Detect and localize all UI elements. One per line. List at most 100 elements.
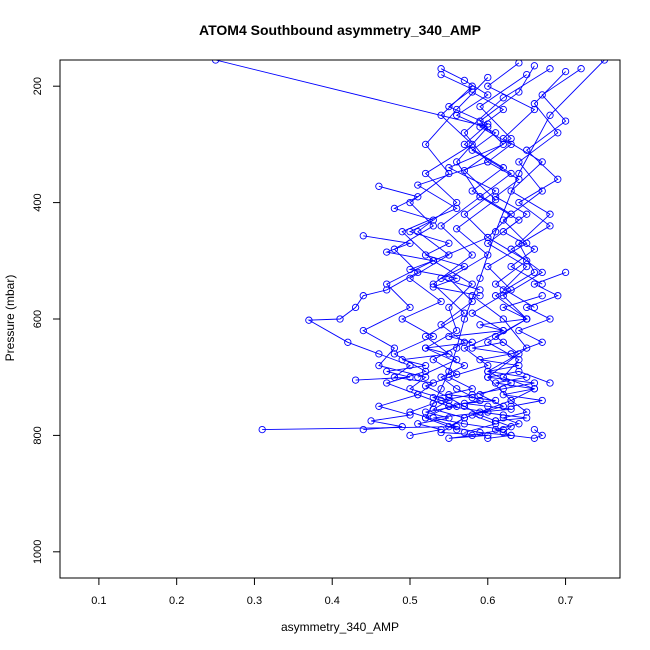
chart-title: ATOM4 Southbound asymmetry_340_AMP bbox=[199, 22, 481, 38]
data-point bbox=[523, 408, 531, 416]
data-point bbox=[523, 303, 531, 312]
data-point bbox=[491, 425, 500, 434]
data-point bbox=[453, 111, 461, 119]
series-16 bbox=[375, 182, 484, 294]
data-point bbox=[336, 315, 344, 323]
data-point bbox=[507, 405, 515, 413]
series-line bbox=[472, 341, 543, 407]
data-point bbox=[499, 391, 507, 399]
data-point bbox=[476, 123, 484, 131]
data-point bbox=[515, 60, 523, 67]
data-point bbox=[499, 338, 507, 346]
data-point bbox=[499, 385, 507, 393]
data-point bbox=[460, 210, 469, 218]
series-line bbox=[471, 91, 543, 285]
data-point bbox=[421, 344, 430, 352]
data-point bbox=[507, 396, 515, 405]
data-point bbox=[445, 367, 453, 376]
data-point bbox=[515, 420, 523, 428]
data-point bbox=[468, 140, 476, 149]
data-point bbox=[499, 326, 507, 335]
x-tick-label: 0.5 bbox=[402, 595, 417, 607]
data-point bbox=[523, 344, 531, 352]
series-19 bbox=[468, 338, 546, 410]
data-point bbox=[499, 105, 507, 114]
data-point bbox=[476, 391, 484, 399]
data-point bbox=[305, 316, 313, 324]
data-point bbox=[484, 367, 492, 376]
data-point bbox=[484, 434, 492, 442]
data-point bbox=[414, 268, 422, 277]
data-point bbox=[445, 393, 453, 402]
series-line bbox=[440, 74, 535, 308]
data-point bbox=[530, 385, 539, 393]
data-point bbox=[390, 245, 399, 253]
data-point bbox=[437, 425, 445, 434]
series-18 bbox=[507, 268, 570, 358]
data-point bbox=[530, 434, 539, 442]
data-point bbox=[538, 91, 546, 99]
series-15 bbox=[468, 88, 546, 288]
data-point bbox=[367, 417, 375, 425]
data-point bbox=[460, 420, 469, 428]
data-point bbox=[453, 274, 461, 282]
series-9 bbox=[211, 60, 492, 381]
series-line bbox=[355, 295, 543, 381]
data-point bbox=[468, 338, 476, 346]
plot-frame bbox=[59, 59, 621, 579]
data-point bbox=[406, 228, 414, 236]
data-point bbox=[437, 111, 445, 119]
data-point bbox=[546, 222, 554, 230]
data-point bbox=[561, 117, 570, 125]
data-point bbox=[499, 411, 507, 419]
data-point bbox=[460, 315, 469, 323]
data-point bbox=[491, 193, 500, 201]
data-point bbox=[507, 431, 515, 440]
data-point bbox=[406, 303, 414, 312]
data-point bbox=[530, 268, 539, 277]
data-point bbox=[515, 216, 523, 224]
data-point bbox=[538, 292, 546, 300]
axes: 0.1 0.2 0.3 0.4 0.5 0.6 0.7 200 400 600 800 1000 bbox=[32, 77, 573, 607]
x-axis-label: asymmetry_340_AMP bbox=[281, 620, 399, 634]
data-point bbox=[523, 257, 531, 265]
data-point bbox=[484, 431, 492, 440]
data-point bbox=[476, 408, 484, 416]
data-point bbox=[476, 428, 484, 437]
data-point bbox=[491, 187, 500, 195]
x-tick-label: 0.2 bbox=[169, 595, 184, 607]
data-point bbox=[445, 373, 453, 381]
data-point bbox=[375, 350, 383, 358]
data-point bbox=[414, 181, 422, 189]
data-point bbox=[507, 187, 515, 195]
data-point bbox=[530, 280, 539, 288]
data-point bbox=[468, 393, 476, 402]
data-point bbox=[460, 129, 469, 137]
data-point bbox=[476, 292, 484, 300]
data-point bbox=[453, 402, 461, 410]
data-point bbox=[476, 286, 484, 294]
data-point bbox=[484, 262, 492, 271]
data-point bbox=[468, 251, 476, 259]
data-point bbox=[515, 356, 523, 364]
data-point bbox=[429, 216, 437, 224]
data-point bbox=[507, 262, 515, 271]
data-point bbox=[484, 82, 492, 90]
data-point bbox=[538, 268, 546, 277]
data-point bbox=[429, 356, 437, 364]
data-point bbox=[484, 158, 492, 166]
series-line bbox=[215, 60, 489, 378]
data-point bbox=[491, 332, 500, 341]
y-tick-label: 400 bbox=[32, 193, 44, 211]
data-point bbox=[429, 257, 437, 265]
data-point bbox=[445, 303, 453, 312]
data-point bbox=[383, 367, 391, 376]
data-point bbox=[468, 385, 476, 393]
data-point bbox=[390, 204, 399, 213]
data-point bbox=[406, 431, 414, 440]
data-point bbox=[375, 361, 383, 370]
data-point bbox=[359, 292, 367, 300]
data-point bbox=[484, 373, 492, 381]
series-12 bbox=[351, 292, 546, 384]
data-point bbox=[445, 164, 453, 172]
